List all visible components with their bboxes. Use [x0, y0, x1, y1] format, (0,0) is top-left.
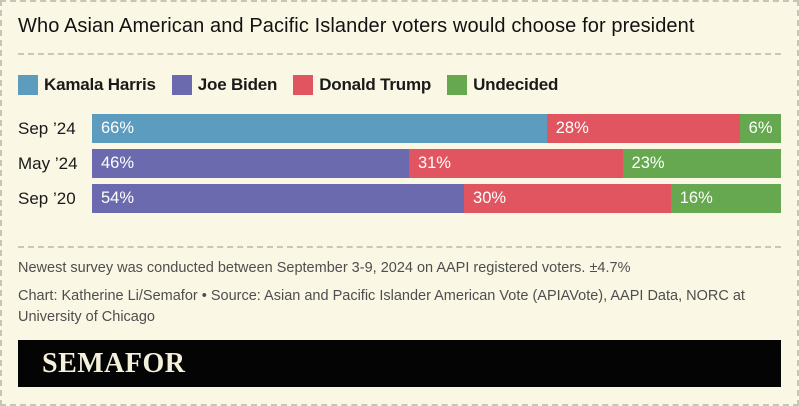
footnote-source: Chart: Katherine Li/Semafor • Source: As…: [18, 288, 745, 325]
legend-label: Joe Biden: [197, 74, 278, 94]
title-divider: [18, 53, 781, 55]
legend-item-joe-biden: Joe Biden: [171, 74, 278, 95]
logo-bar: SEMAFOR: [18, 340, 781, 387]
legend-item-undecided: Undecided: [447, 74, 559, 95]
legend-label: Donald Trump: [319, 74, 432, 94]
bar-segment-donald-trump: 28%: [546, 114, 740, 143]
bar-segment-undecided: 16%: [670, 184, 781, 213]
bar-segment-value: 23%: [631, 154, 665, 172]
bar-row: Sep ’20 54% 30% 16%: [18, 184, 781, 213]
legend-swatch-kamala-harris: [18, 74, 38, 95]
bar-segment-value: 16%: [679, 189, 713, 207]
bar-track: 54% 30% 16%: [92, 184, 781, 213]
legend-item-kamala-harris: Kamala Harris: [18, 74, 156, 95]
footnote-divider: [18, 246, 781, 248]
bar-row: May ’24 46% 31% 23%: [18, 149, 781, 178]
footnote-methodology: Newest survey was conducted between Sept…: [18, 260, 631, 276]
bar-row-label: Sep ’20: [18, 188, 76, 208]
legend-swatch-donald-trump: [293, 74, 314, 95]
legend-label: Undecided: [473, 74, 559, 94]
bar-segment-value: 6%: [748, 119, 773, 137]
bar-segment-value: 31%: [417, 154, 451, 172]
legend-swatch-undecided: [447, 74, 468, 95]
bar-segment-undecided: 6%: [739, 114, 781, 143]
bar-segment-value: 46%: [101, 154, 135, 172]
bar-track: 66% 28% 6%: [92, 114, 781, 143]
chart-title: Who Asian American and Pacific Islander …: [18, 15, 695, 37]
legend-label: Kamala Harris: [44, 74, 156, 94]
bar-row: Sep ’24 66% 28% 6%: [18, 114, 781, 143]
legend-swatch-joe-biden: [171, 74, 192, 95]
bar-segment-value: 28%: [555, 119, 589, 137]
bar-segment-donald-trump: 30%: [464, 184, 671, 213]
bar-segment-value: 54%: [101, 189, 135, 207]
bar-track: 46% 31% 23%: [92, 149, 781, 178]
bar-segment-kamala-harris: 66%: [92, 114, 547, 143]
bar-segment-joe-biden: 46%: [92, 149, 409, 178]
legend-item-donald-trump: Donald Trump: [293, 74, 432, 95]
bar-segment-joe-biden: 54%: [92, 184, 465, 213]
bar-segment-value: 66%: [101, 119, 135, 137]
bar-segment-undecided: 23%: [622, 149, 781, 178]
bar-row-label: May ’24: [18, 153, 78, 173]
bar-segment-donald-trump: 31%: [408, 149, 623, 178]
bar-row-label: Sep ’24: [18, 118, 76, 138]
legend: Kamala Harris Joe Biden Donald Trump Undeci…: [18, 74, 781, 95]
bar-segment-value: 30%: [473, 189, 507, 207]
semafor-logo: SEMAFOR: [42, 347, 186, 379]
stacked-bar-chart: Sep ’24 66% 28% 6% May ’24 46% 31% 23% Sep ’20 54…: [18, 114, 781, 213]
